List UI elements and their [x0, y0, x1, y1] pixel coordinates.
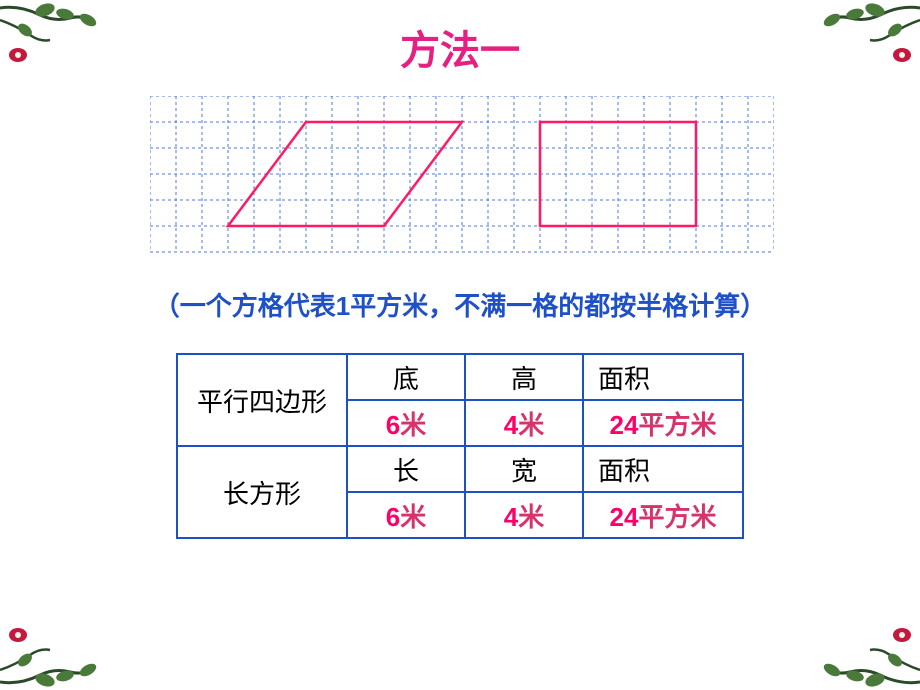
corner-decoration-top-left	[0, 0, 120, 70]
shape-label: 长方形	[177, 446, 347, 538]
dimension-value: 4米	[465, 492, 583, 538]
grid-caption: （一个方格代表1平方米，不满一格的都按半格计算）	[0, 286, 920, 323]
corner-decoration-bottom-right	[800, 620, 920, 690]
grid-diagram	[150, 96, 770, 254]
caption-prefix: （一个方格代表	[154, 292, 336, 321]
shape-label: 平行四边形	[177, 354, 347, 446]
column-header: 底	[347, 354, 465, 400]
page-title: 方法一	[0, 0, 920, 76]
column-header: 高	[465, 354, 583, 400]
column-header: 面积	[583, 446, 743, 492]
dimension-value: 6米	[347, 492, 465, 538]
area-value: 24平方米	[583, 492, 743, 538]
column-header: 宽	[465, 446, 583, 492]
comparison-table-wrap: 平行四边形底高面积6米4米24平方米长方形长宽面积6米4米24平方米	[0, 353, 920, 539]
dimension-value: 6米	[347, 400, 465, 446]
dimension-value: 4米	[465, 400, 583, 446]
corner-decoration-bottom-left	[0, 620, 120, 690]
column-header: 面积	[583, 354, 743, 400]
corner-decoration-top-right	[800, 0, 920, 70]
caption-suffix: 平方米，不满一格的都按半格计算）	[350, 292, 766, 321]
title-text: 方法一	[400, 28, 520, 73]
caption-bold: 1	[336, 291, 350, 321]
area-value: 24平方米	[583, 400, 743, 446]
column-header: 长	[347, 446, 465, 492]
comparison-table: 平行四边形底高面积6米4米24平方米长方形长宽面积6米4米24平方米	[176, 353, 744, 539]
